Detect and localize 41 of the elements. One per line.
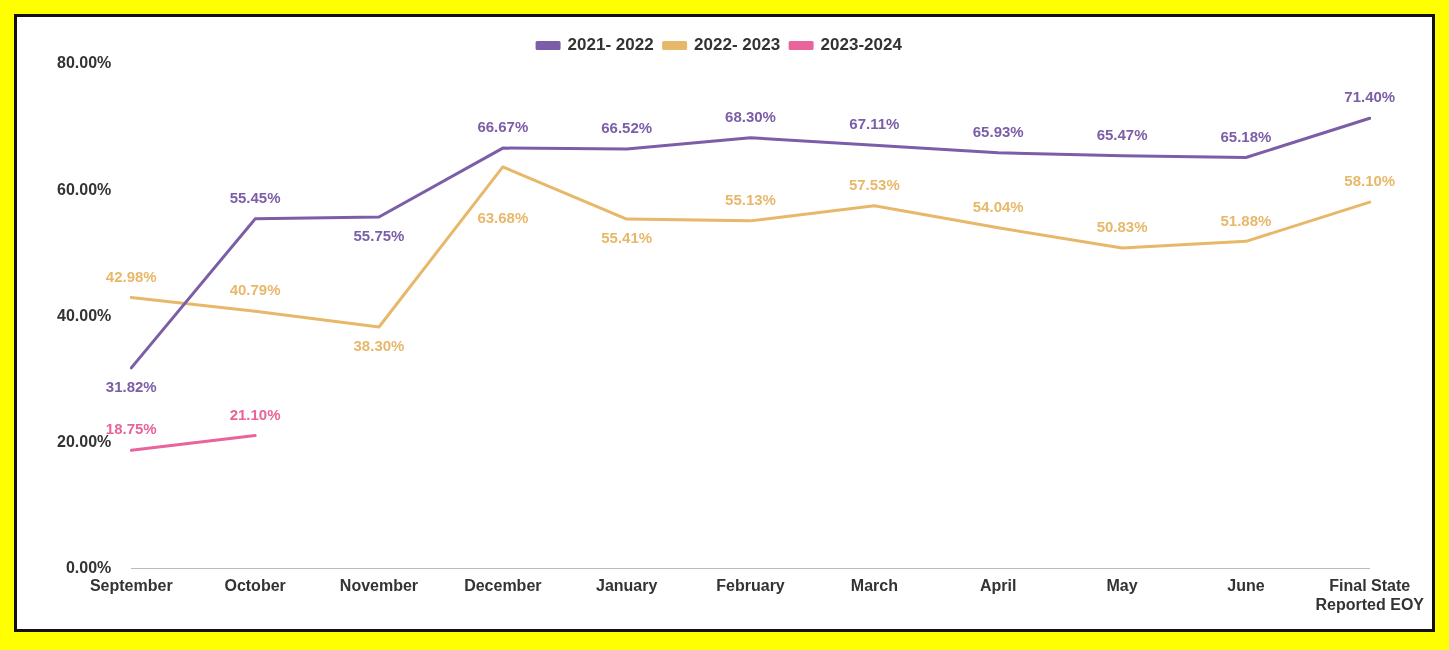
data-label: 58.10% — [1344, 172, 1396, 190]
x-tick-label: October — [224, 576, 286, 594]
x-tick-label: May — [1106, 576, 1138, 594]
data-label: 68.30% — [725, 107, 776, 125]
data-label: 21.10% — [229, 405, 281, 423]
data-label: 42.98% — [105, 267, 157, 285]
data-label: 67.11% — [849, 115, 900, 133]
data-label: 54.04% — [972, 197, 1024, 215]
data-label: 55.41% — [601, 229, 653, 247]
data-label: 55.13% — [725, 191, 776, 209]
x-tick-label: January — [595, 576, 658, 594]
y-tick-label: 80.00% — [57, 54, 112, 72]
data-label: 50.83% — [1096, 218, 1148, 236]
data-label: 65.47% — [1096, 125, 1148, 143]
y-tick-label: 40.00% — [57, 306, 112, 324]
x-tick-label: March — [850, 576, 898, 594]
data-label: 63.68% — [477, 209, 529, 227]
x-tick-label: December — [464, 576, 542, 594]
data-label: 31.82% — [105, 378, 157, 396]
x-tick-label: November — [339, 576, 419, 594]
data-label: 66.67% — [477, 118, 529, 136]
data-label: 65.93% — [972, 122, 1024, 140]
data-label: 71.40% — [1344, 88, 1396, 106]
data-label: 40.79% — [229, 281, 281, 299]
x-tick-label: September — [89, 576, 173, 594]
x-tick-label: February — [716, 576, 785, 594]
data-label: 55.45% — [229, 188, 281, 206]
legend-label: 2022- 2023 — [694, 35, 781, 55]
x-tick-label: June — [1227, 576, 1265, 594]
data-label: 66.52% — [601, 119, 653, 137]
data-label: 57.53% — [848, 175, 900, 193]
data-label: 38.30% — [353, 337, 405, 355]
data-label: 55.75% — [353, 227, 405, 245]
data-label: 51.88% — [1220, 211, 1272, 229]
data-label: 65.18% — [1220, 127, 1272, 145]
x-tick-label: April — [979, 576, 1017, 594]
legend-label: 2023-2024 — [820, 35, 903, 55]
y-tick-label: 60.00% — [57, 180, 112, 198]
y-tick-label: 0.00% — [65, 559, 112, 577]
x-tick-label: Final State Reported EOY — [1315, 576, 1425, 613]
legend-label: 2021- 2022 — [567, 35, 654, 55]
